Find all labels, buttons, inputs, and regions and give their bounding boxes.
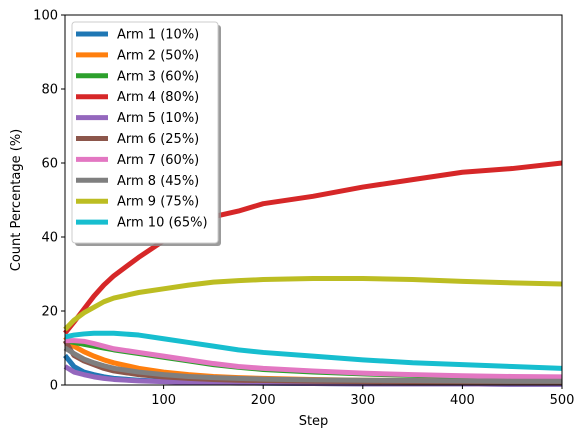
- series-line-arm-10: [64, 330, 563, 371]
- series-line-arm-8: [63, 345, 562, 384]
- y-tick-label: 20: [41, 305, 58, 320]
- x-tick-label: 400: [450, 393, 475, 408]
- legend-label: Arm 8 (45%): [117, 174, 199, 189]
- legend-label: Arm 10 (65%): [117, 216, 208, 231]
- legend-label: Arm 3 (60%): [117, 69, 199, 84]
- legend-label: Arm 1 (10%): [117, 28, 199, 43]
- legend: Arm 1 (10%) Arm 2 (50%) Arm 3 (60%) Arm 4 (…: [71, 21, 221, 246]
- x-axis-ticks: 100 200 300 400 500: [151, 385, 574, 408]
- x-tick-label: 200: [251, 393, 276, 408]
- y-axis-ticks: 0 20 40 60 80 100: [33, 9, 65, 394]
- legend-label: Arm 9 (75%): [117, 195, 199, 210]
- plot-lines: [62, 160, 563, 387]
- x-tick-label: 300: [350, 393, 375, 408]
- y-axis-label: Count Percentage (%): [9, 129, 24, 272]
- x-axis-label: Step: [299, 414, 329, 429]
- series-line-arm-9: [63, 275, 563, 332]
- y-tick-label: 40: [41, 231, 58, 246]
- y-tick-label: 60: [41, 157, 58, 172]
- legend-label: Arm 5 (10%): [117, 111, 199, 126]
- legend-label: Arm 7 (60%): [117, 153, 199, 168]
- y-tick-label: 80: [41, 83, 58, 98]
- legend-label: Arm 6 (25%): [117, 132, 199, 147]
- legend-label: Arm 2 (50%): [117, 48, 199, 63]
- x-tick-label: 100: [151, 393, 176, 408]
- y-tick-label: 100: [33, 9, 58, 24]
- x-tick-label: 500: [550, 393, 575, 408]
- y-tick-label: 0: [50, 379, 58, 394]
- legend-label: Arm 4 (80%): [117, 90, 199, 105]
- legend-box: [71, 21, 219, 244]
- plot-frame: [64, 14, 563, 386]
- series-line-arm-7: [65, 338, 563, 380]
